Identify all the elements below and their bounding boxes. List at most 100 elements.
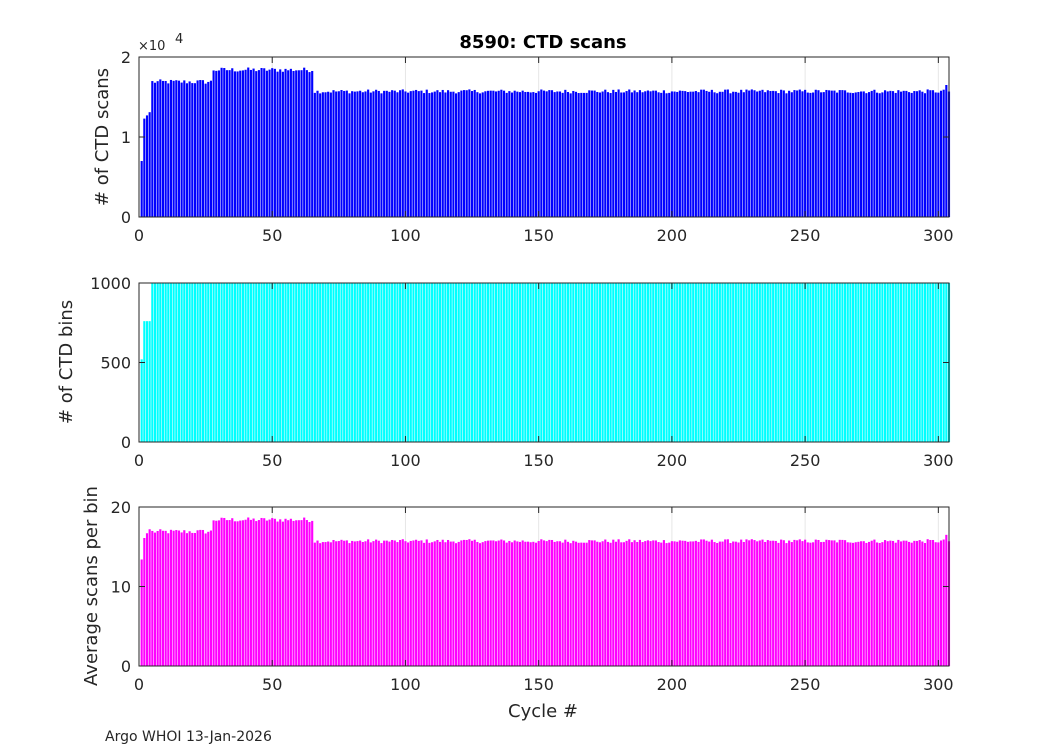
bar [654, 283, 657, 442]
bar [148, 529, 151, 666]
bar [764, 283, 767, 442]
bar [854, 542, 857, 666]
bar [934, 542, 937, 666]
bar [412, 283, 415, 442]
bar [737, 92, 740, 217]
bar [399, 283, 402, 442]
bar [540, 539, 543, 666]
bar [145, 321, 149, 442]
bar [239, 70, 242, 217]
bar [774, 283, 777, 442]
bar [215, 283, 218, 442]
bar [740, 283, 743, 442]
bar [335, 541, 338, 666]
bar [401, 89, 404, 217]
bar [713, 283, 716, 442]
bar [241, 70, 244, 217]
bar [614, 91, 618, 217]
bar [196, 80, 199, 217]
bar [441, 283, 444, 442]
bar [465, 283, 468, 442]
bar [356, 541, 359, 666]
bar [321, 92, 324, 217]
bar [915, 283, 919, 442]
bar [529, 92, 532, 217]
bar [649, 541, 652, 666]
bar [249, 283, 252, 442]
bar [668, 283, 671, 442]
bar [700, 283, 703, 442]
bar [316, 283, 319, 442]
bar [508, 91, 511, 217]
bar [926, 539, 929, 666]
bar [942, 89, 945, 217]
x-tick-label: 0 [134, 226, 144, 245]
bar [383, 540, 386, 666]
bar [641, 542, 644, 666]
bar [481, 283, 484, 442]
bar [654, 540, 657, 666]
bar [596, 541, 599, 666]
bar [505, 542, 508, 666]
bar [942, 539, 945, 666]
bar [319, 283, 322, 442]
bar [777, 93, 780, 217]
bar [457, 92, 460, 217]
bar [684, 540, 687, 666]
bar [359, 540, 362, 666]
bar [470, 540, 474, 666]
bar [169, 79, 173, 218]
bar [609, 542, 612, 666]
bar [316, 540, 319, 666]
bar [921, 91, 924, 217]
bar [593, 90, 596, 217]
bar [622, 283, 625, 442]
bar [910, 283, 913, 442]
bar [708, 541, 711, 666]
bar [476, 92, 479, 217]
bar [500, 89, 503, 217]
bar [441, 89, 444, 217]
bar [420, 283, 423, 442]
bar [857, 283, 860, 442]
bar [622, 542, 625, 666]
bar [449, 283, 452, 442]
bar [220, 67, 223, 217]
x-tick-label: 200 [657, 451, 688, 470]
bar [476, 283, 479, 442]
bar [159, 79, 162, 217]
bar [697, 92, 700, 217]
bar [628, 283, 631, 442]
bar [828, 90, 831, 217]
bar [678, 540, 681, 666]
bar [780, 283, 783, 442]
bar [300, 283, 303, 442]
bar [415, 283, 418, 442]
bar [588, 90, 591, 217]
bar [748, 540, 751, 666]
bar [409, 91, 412, 217]
bar [436, 283, 439, 442]
bar [782, 540, 785, 666]
bar [180, 532, 183, 666]
bar [899, 91, 903, 217]
bar [841, 539, 844, 666]
bar [897, 90, 900, 217]
bar [201, 80, 205, 218]
bar [255, 521, 258, 666]
bar [420, 90, 423, 217]
bar [223, 517, 226, 666]
bar [788, 90, 791, 217]
bar [724, 89, 727, 217]
bar [606, 92, 610, 217]
bar [868, 541, 871, 666]
bar [678, 90, 681, 217]
bar [217, 283, 220, 442]
bar [772, 540, 775, 666]
bar [756, 541, 759, 666]
bar [590, 283, 594, 442]
bar [822, 541, 825, 666]
bar [745, 283, 748, 442]
bar [630, 542, 633, 666]
bar [569, 283, 572, 442]
